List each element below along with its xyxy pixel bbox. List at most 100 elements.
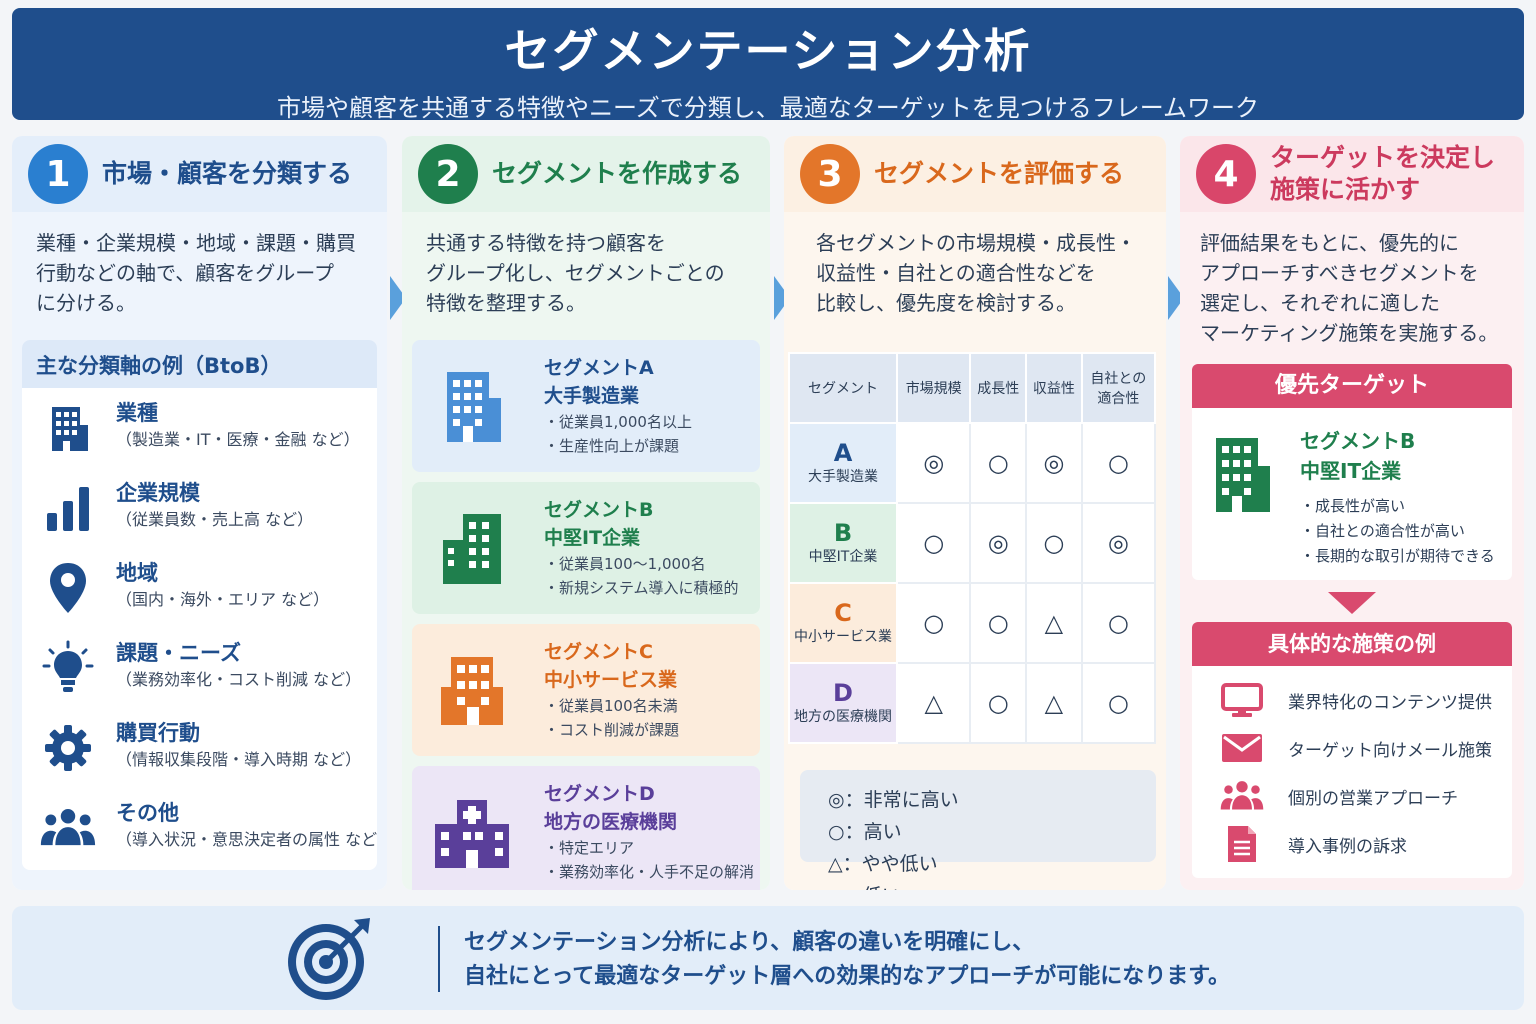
list-item: ターゲット向けメール施策	[1220, 724, 1512, 772]
table-cell: ◎	[1025, 422, 1083, 504]
footer-line: セグメンテーション分析により、顧客の違いを明確にし、	[464, 930, 1035, 955]
map-pin-icon	[40, 560, 96, 616]
table-cell: ○	[895, 582, 972, 664]
axis-name: 購買行動	[116, 721, 200, 745]
step3-description: 各セグメントの市場規模・成長性・ 収益性・自社との適合性などを 比較し、優先度を…	[784, 212, 1166, 336]
legend-item: △：やや低い	[828, 853, 938, 875]
row-label: 大手製造業	[808, 469, 878, 485]
page-subtitle: 市場や顧客を共通する特徴やニーズで分類し、最適なターゲットを見つけるフレームワー…	[276, 94, 1260, 122]
table-cell: ○	[969, 582, 1028, 664]
axis-detail: （従業員数・売上高 など）	[116, 510, 314, 529]
segment-subname: 地方の医療機関	[544, 811, 678, 833]
axis-detail: （業務効率化・コスト削減 など）	[116, 670, 362, 689]
building-icon	[40, 400, 96, 456]
building-icon	[412, 510, 532, 586]
rating-legend: ◎：非常に高い ○：高い △：やや低い ×：低い	[800, 770, 1156, 890]
axis-detail: （国内・海外・エリア など）	[116, 590, 330, 609]
mail-icon	[1220, 733, 1264, 763]
legend-item: ○：高い	[828, 821, 902, 843]
column-header-line: 適合性	[1097, 391, 1140, 407]
axis-name: 業種	[116, 401, 158, 425]
step4-header: 4 ターゲットを決定し 施策に活かす	[1180, 136, 1524, 212]
column-header: 市場規模	[895, 352, 972, 424]
row-label: 中堅IT企業	[808, 549, 878, 565]
list-item: 導入事例の訴求	[1220, 820, 1512, 868]
priority-target-header: 優先ターゲット	[1192, 364, 1512, 408]
step2-header: 2 セグメントを作成する	[402, 136, 770, 212]
axis-item-industry: 業種 （製造業・IT・医療・金融 など）	[22, 388, 377, 468]
segment-subname: 大手製造業	[544, 385, 640, 407]
people-icon	[1220, 779, 1264, 813]
tactic-text: 個別の営業アプローチ	[1288, 788, 1458, 809]
step1-desc-line: 行動などの軸で、顧客をグループ	[36, 261, 334, 285]
step1-number: 1	[28, 144, 88, 204]
step3-title: セグメントを評価する	[874, 158, 1125, 188]
step2-number: 2	[418, 144, 478, 204]
row-header: B 中堅IT企業	[788, 502, 898, 584]
axis-detail: （導入状況・意思決定者の属性 など）	[116, 830, 377, 849]
tactics-header: 具体的な施策の例	[1192, 622, 1512, 666]
table-cell: ◎	[969, 502, 1028, 584]
table-row: B 中堅IT企業 ○ ◎ ○ ◎	[788, 502, 1157, 584]
step2-desc-line: グループ化し、セグメントごとの	[426, 261, 725, 285]
axis-detail: （製造業・IT・医療・金融 など）	[116, 430, 360, 449]
axis-item-size: 企業規模 （従業員数・売上高 など）	[22, 468, 377, 548]
table-header-row: セグメント 市場規模 成長性 収益性 自社との 適合性	[788, 352, 1157, 424]
page-title: セグメンテーション分析	[504, 24, 1032, 78]
segment-card-c: セグメントC 中小サービス業 ・従業員100名未満 ・コスト削減が課題	[412, 624, 760, 756]
footer-line: 自社にとって最適なターゲット層への効果的なアプローチが可能になります。	[464, 964, 1231, 989]
list-item: 業界特化のコンテンツ提供	[1220, 676, 1512, 724]
axes-box: 主な分類軸の例（BtoB） 業種 （製造業・IT・医療・金融 など） 企業規模 …	[22, 340, 377, 870]
step4-desc-line: 評価結果をもとに、優先的に	[1200, 231, 1459, 255]
segment-subname: 中小サービス業	[544, 669, 678, 691]
step4-panel: 4 ターゲットを決定し 施策に活かす 評価結果をもとに、優先的に アプローチすべ…	[1180, 136, 1524, 890]
step3-header: 3 セグメントを評価する	[784, 136, 1166, 212]
table-cell: ○	[1080, 422, 1157, 504]
axis-detail: （情報収集段階・導入時期 など）	[116, 750, 362, 769]
step2-title: セグメントを作成する	[492, 158, 743, 188]
axis-item-other: その他 （導入状況・意思決定者の属性 など）	[22, 788, 377, 868]
column-header-line: 自社との	[1090, 371, 1147, 387]
segment-bullet: ・特定エリア	[544, 839, 635, 857]
footer-divider	[438, 926, 440, 992]
segment-bullet: ・新規システム導入に積極的	[544, 579, 739, 597]
step1-desc-line: 業種・企業規模・地域・課題・購買	[36, 231, 356, 255]
row-letter: B	[833, 519, 853, 547]
row-header: A 大手製造業	[788, 422, 898, 504]
row-letter: D	[833, 679, 853, 707]
step2-desc-line: 共通する特徴を持つ顧客を	[426, 231, 666, 255]
building-icon	[1208, 434, 1274, 580]
gear-icon	[40, 720, 96, 776]
step3-desc-line: 比較し、優先度を検討する。	[816, 291, 1076, 315]
segment-name: セグメントD	[544, 783, 655, 805]
axis-item-needs: 課題・ニーズ （業務効率化・コスト削減 など）	[22, 628, 377, 708]
step3-panel: 3 セグメントを評価する 各セグメントの市場規模・成長性・ 収益性・自社との適合…	[784, 136, 1166, 890]
segment-name: セグメントB	[544, 499, 654, 521]
segment-bullet: ・従業員1,000名以上	[544, 413, 692, 431]
footer-text: セグメンテーション分析により、顧客の違いを明確にし、 自社にとって最適なターゲッ…	[464, 926, 1230, 994]
step1-desc-line: に分ける。	[36, 291, 136, 315]
building-icon	[412, 368, 532, 444]
segment-name: セグメントC	[544, 641, 653, 663]
tactic-text: 業界特化のコンテンツ提供	[1288, 692, 1492, 713]
table-cell: ○	[969, 662, 1028, 744]
summary-footer: セグメンテーション分析により、顧客の違いを明確にし、 自社にとって最適なターゲッ…	[12, 906, 1524, 1010]
segment-bullet: ・従業員100〜1,000名	[544, 555, 706, 573]
step2-panel: 2 セグメントを作成する 共通する特徴を持つ顧客を グループ化し、セグメントごと…	[402, 136, 770, 890]
axis-name: 地域	[116, 561, 158, 585]
step3-desc-line: 収益性・自社との適合性などを	[816, 261, 1096, 285]
tactic-text: 導入事例の訴求	[1288, 836, 1407, 857]
axis-name: 課題・ニーズ	[116, 641, 241, 665]
priority-bullet: ・長期的な取引が期待できる	[1300, 547, 1495, 565]
step1-header: 1 市場・顧客を分類する	[12, 136, 387, 212]
row-header: C 中小サービス業	[788, 582, 898, 664]
hospital-icon	[412, 796, 532, 868]
segment-subname: 中堅IT企業	[544, 527, 641, 549]
priority-target-card: セグメントB 中堅IT企業 ・成長性が高い ・自社との適合性が高い ・長期的な取…	[1192, 408, 1512, 580]
step1-description: 業種・企業規模・地域・課題・購買 行動などの軸で、顧客をグループ に分ける。	[12, 212, 387, 336]
segment-name: セグメントA	[544, 357, 654, 379]
evaluation-table: セグメント 市場規模 成長性 収益性 自社との 適合性 A 大手製造業 ◎ ○ ◎ …	[788, 352, 1157, 744]
table-cell: ◎	[895, 422, 972, 504]
priority-bullet: ・自社との適合性が高い	[1300, 522, 1465, 540]
step3-desc-line: 各セグメントの市場規模・成長性・	[816, 231, 1136, 255]
